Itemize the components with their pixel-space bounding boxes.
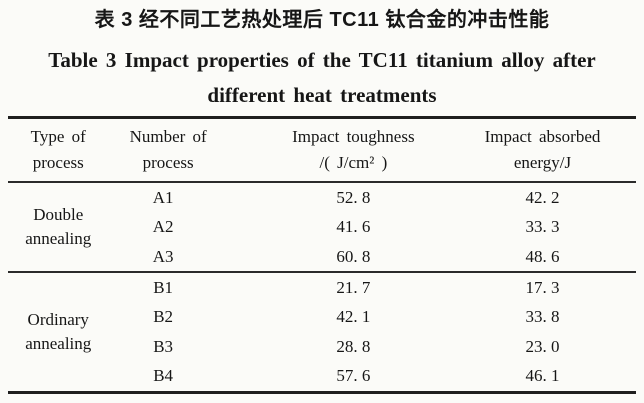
row-group-ordinary-annealing: Ordinary annealing B1 21. 7 17. 3 B2 42.…: [8, 272, 636, 392]
column-header-impact-absorbed-energy: Impact absorbed energy/J: [484, 127, 601, 172]
cell-impact-toughness: 41. 6: [336, 217, 371, 236]
table-caption-chinese: 表 3 经不同工艺热处理后 TC11 钛合金的冲击性能: [94, 9, 550, 31]
table-caption-english-line2: different heat treatments: [207, 83, 437, 107]
cell-absorbed-energy: 48. 6: [525, 246, 560, 266]
cell-absorbed-energy: 33. 8: [525, 307, 560, 326]
cell-process-number: B3: [153, 337, 174, 356]
cell-absorbed-energy: 33. 3: [525, 217, 560, 236]
cell-process-number: B1: [153, 277, 174, 297]
cell-absorbed-energy: 17. 3: [525, 277, 560, 297]
cell-absorbed-energy: 46. 1: [525, 366, 560, 386]
cell-impact-toughness: 28. 8: [336, 337, 371, 356]
table-row: Double annealing A1 52. 8 42. 2: [8, 182, 636, 249]
cell-impact-toughness: 42. 1: [336, 307, 371, 326]
group-label-ordinary-annealing: Ordinary annealing: [25, 309, 92, 353]
cell-impact-toughness: 57. 6: [336, 366, 371, 386]
row-group-double-annealing: Double annealing A1 52. 8 42. 2 A2 41. 6…: [8, 182, 636, 272]
cell-impact-toughness: 21. 7: [336, 277, 371, 297]
table-row: A2 41. 6 33. 3: [8, 212, 636, 242]
table-row: B3 28. 8 23. 0: [8, 332, 636, 362]
cell-process-number: A2: [152, 217, 174, 236]
cell-absorbed-energy: 42. 2: [525, 187, 560, 207]
group-label-double-annealing: Double annealing: [25, 205, 92, 248]
header-row: Type of process Number of process Impact…: [8, 118, 636, 183]
table-header: Type of process Number of process Impact…: [8, 118, 636, 183]
table-caption-english-line1: Table 3 Impact properties of the TC11 ti…: [48, 48, 596, 72]
table-row: Ordinary annealing B1 21. 7 17. 3: [8, 272, 636, 353]
column-header-number-of-process: Number of process: [129, 127, 207, 172]
table-row: B4 57. 6 46. 1: [8, 362, 636, 392]
impact-properties-table: Type of process Number of process Impact…: [8, 116, 636, 394]
column-header-impact-toughness: Impact toughness /( J/cm² ): [292, 127, 415, 172]
cell-impact-toughness: 60. 8: [336, 246, 371, 266]
cell-process-number: B2: [153, 307, 174, 326]
column-header-type-of-process: Type of process: [30, 127, 86, 172]
cell-process-number: B4: [153, 366, 174, 386]
cell-absorbed-energy: 23. 0: [525, 337, 560, 356]
cell-process-number: A1: [152, 187, 174, 207]
table-row: A3 60. 8 48. 6: [8, 242, 636, 272]
cell-process-number: A3: [152, 246, 174, 266]
cell-impact-toughness: 52. 8: [336, 187, 371, 207]
table-row: B2 42. 1 33. 8: [8, 302, 636, 332]
